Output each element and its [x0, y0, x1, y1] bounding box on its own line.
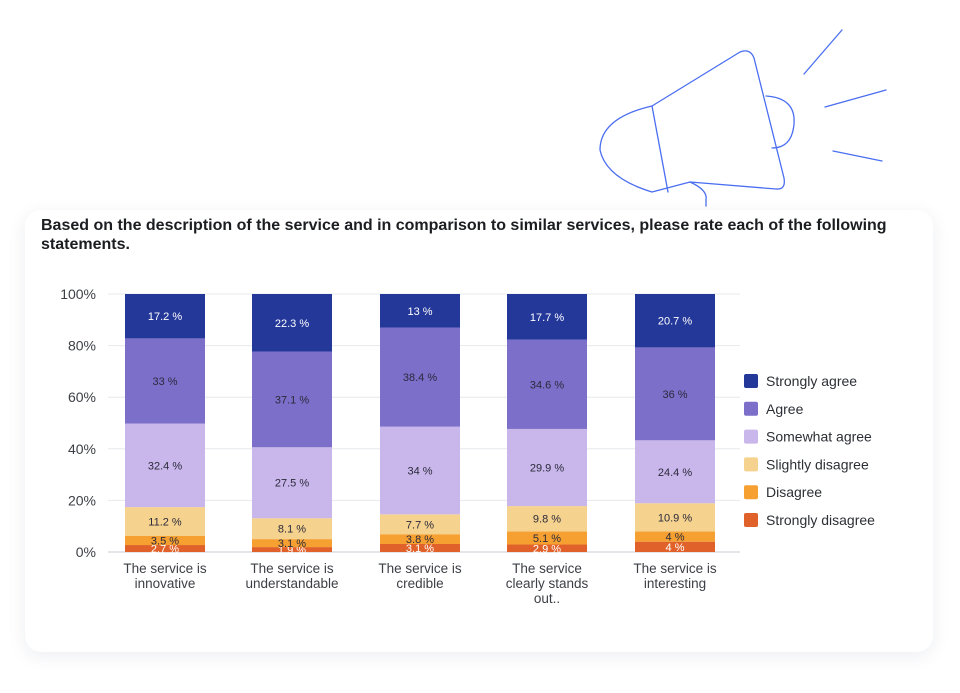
- chart-card: [25, 210, 933, 652]
- megaphone-icon: [599, 29, 887, 207]
- chart-title: Based on the description of the service …: [41, 217, 887, 253]
